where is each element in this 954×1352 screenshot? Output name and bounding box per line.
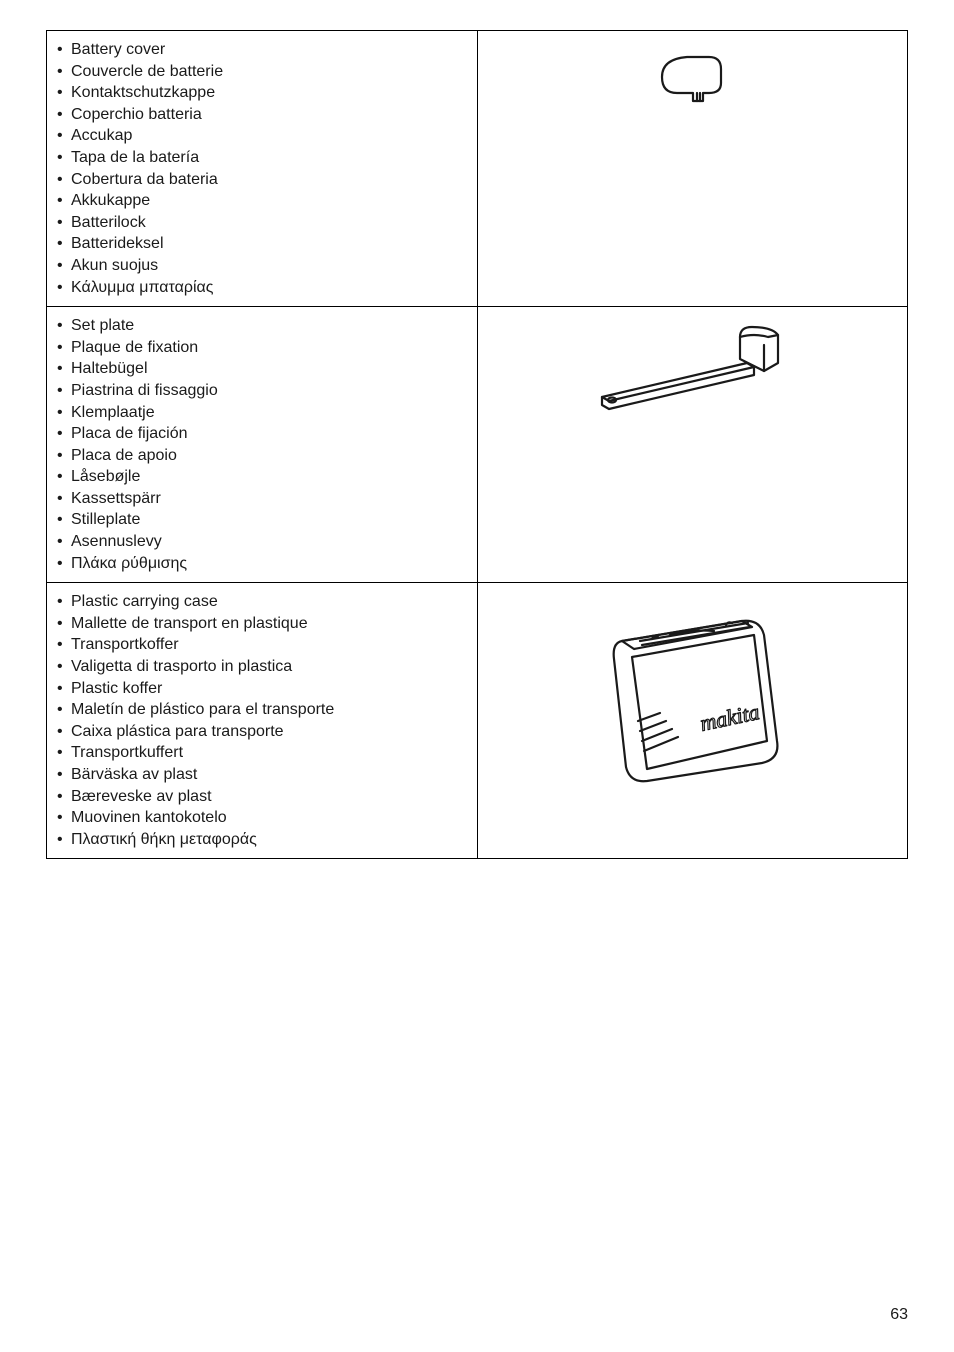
table-row: Plastic carrying caseMallette de transpo… [47,583,908,859]
term-item: Tapa de la batería [57,147,467,169]
illustration-cell [477,307,908,583]
term-item: Kontaktschutzkappe [57,82,467,104]
term-item: Låsebøjle [57,466,467,488]
page-number: 63 [890,1306,908,1324]
term-item: Πλαστική θήκη μεταφοράς [57,829,467,851]
term-item: Batterilock [57,212,467,234]
terms-cell: Plastic carrying caseMallette de transpo… [47,583,478,859]
term-item: Transportkuffert [57,742,467,764]
term-item: Akun suojus [57,255,467,277]
term-item: Placa de apoio [57,445,467,467]
term-item: Coperchio batteria [57,104,467,126]
terms-list: Set platePlaque de fixationHaltebügelPia… [57,315,467,574]
terms-cell: Set platePlaque de fixationHaltebügelPia… [47,307,478,583]
term-item: Valigetta di trasporto in plastica [57,656,467,678]
term-item: Batterideksel [57,233,467,255]
term-item: Πλάκα ρύθμισης [57,553,467,575]
term-item: Bärväska av plast [57,764,467,786]
table-row: Set platePlaque de fixationHaltebügelPia… [47,307,908,583]
term-item: Set plate [57,315,467,337]
term-item: Mallette de transport en plastique [57,613,467,635]
term-item: Placa de fijación [57,423,467,445]
term-item: Caixa plástica para transporte [57,721,467,743]
set-plate-icon [582,315,802,425]
term-item: Kassettspärr [57,488,467,510]
parts-table: Battery coverCouvercle de batterieKontak… [46,30,908,859]
term-item: Accukap [57,125,467,147]
illustration-cell [477,31,908,307]
term-item: Κάλυμμα μπαταρίας [57,277,467,299]
term-item: Plastic koffer [57,678,467,700]
term-item: Klemplaatje [57,402,467,424]
term-item: Transportkoffer [57,634,467,656]
table-row: Battery coverCouvercle de batterieKontak… [47,31,908,307]
term-item: Stilleplate [57,509,467,531]
term-item: Plastic carrying case [57,591,467,613]
terms-cell: Battery coverCouvercle de batterieKontak… [47,31,478,307]
term-item: Bæreveske av plast [57,786,467,808]
term-item: Maletín de plástico para el transporte [57,699,467,721]
term-item: Couvercle de batterie [57,61,467,83]
illustration-cell: makita [477,583,908,859]
term-item: Akkukappe [57,190,467,212]
term-item: Haltebügel [57,358,467,380]
carrying-case-icon: makita [592,591,792,791]
term-item: Muovinen kantokotelo [57,807,467,829]
document-page: Battery coverCouvercle de batterieKontak… [0,0,954,1352]
case-brand-label: makita [698,699,762,736]
term-item: Cobertura da bateria [57,169,467,191]
terms-list: Plastic carrying caseMallette de transpo… [57,591,467,850]
term-item: Piastrina di fissaggio [57,380,467,402]
terms-list: Battery coverCouvercle de batterieKontak… [57,39,467,298]
term-item: Plaque de fixation [57,337,467,359]
battery-cover-icon [647,39,737,109]
term-item: Battery cover [57,39,467,61]
term-item: Asennuslevy [57,531,467,553]
